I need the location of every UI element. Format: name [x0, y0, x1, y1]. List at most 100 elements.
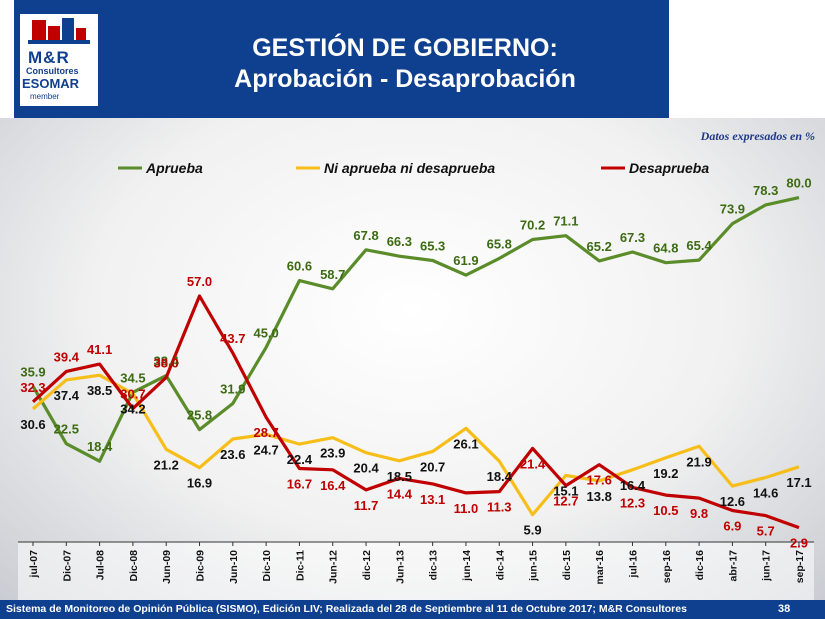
- data-label: 65.3: [420, 239, 445, 254]
- x-tick-label: dic-16: [694, 550, 706, 581]
- x-axis-band: [18, 542, 814, 600]
- title-band: [14, 0, 669, 118]
- x-tick-label: jun-17: [761, 550, 773, 582]
- data-label: 21.9: [686, 454, 711, 469]
- data-label: 64.8: [653, 241, 678, 256]
- x-tick-label: dic-13: [428, 550, 440, 581]
- data-label: 25.8: [187, 408, 212, 423]
- data-label: 6.9: [723, 518, 741, 533]
- data-label: 34.2: [120, 402, 145, 417]
- data-label: 67.3: [620, 230, 645, 245]
- x-tick-label: jun-14: [461, 550, 473, 582]
- x-tick-label: Dic-08: [128, 550, 140, 582]
- x-tick-label: sep-17: [794, 550, 806, 583]
- x-tick-label: Jun-12: [328, 550, 340, 584]
- data-label: 18.5: [387, 469, 412, 484]
- data-label: 80.0: [786, 176, 811, 191]
- legend-label: Aprueba: [145, 160, 203, 176]
- logo-building-icon: [28, 18, 90, 44]
- data-label: 39.4: [54, 349, 80, 364]
- data-label: 20.4: [353, 461, 379, 476]
- data-label: 45.0: [253, 325, 278, 340]
- data-label: 12.3: [620, 495, 645, 510]
- x-tick-label: jun-15: [528, 550, 540, 582]
- data-label: 65.4: [686, 238, 712, 253]
- logo-esomar-text: ESOMAR: [22, 76, 80, 91]
- x-tick-label: Dic-09: [195, 550, 207, 582]
- data-label: 19.2: [653, 466, 678, 481]
- data-label: 10.5: [653, 503, 678, 518]
- x-tick-label: mar-16: [594, 550, 606, 585]
- legend-label: Desaprueba: [629, 160, 709, 176]
- data-label: 20.7: [420, 459, 445, 474]
- x-tick-label: Dic-07: [61, 550, 73, 582]
- data-label: 57.0: [187, 274, 212, 289]
- approval-line-chart: jul-07 Dic-07 Jul-08 Dic-08 Jun-09 Dic-09 Jun-…: [18, 160, 814, 600]
- data-label: 13.1: [420, 492, 445, 507]
- data-label: 5.7: [757, 524, 775, 539]
- data-label: 17.1: [786, 475, 811, 490]
- series-line-3: [31, 294, 800, 530]
- data-label: 41.1: [87, 342, 112, 357]
- logo-consultores-text: Consultores: [26, 66, 79, 76]
- data-label: 16.4: [320, 478, 346, 493]
- footer-source: Sistema de Monitoreo de Opinión Pública …: [6, 603, 687, 615]
- data-label: 38.5: [87, 383, 112, 398]
- data-label: 22.4: [287, 452, 313, 467]
- data-label: 18.4: [87, 439, 113, 454]
- data-label: 22.5: [54, 422, 79, 437]
- data-label: 67.8: [353, 228, 378, 243]
- data-label: 23.6: [220, 447, 245, 462]
- page-number: 38: [778, 603, 791, 615]
- data-label: 5.9: [524, 523, 542, 538]
- logo-mr-text: M&R: [28, 48, 70, 67]
- data-label: 28.7: [253, 425, 278, 440]
- data-label: 30.7: [120, 387, 145, 402]
- data-label: 66.3: [387, 234, 412, 249]
- x-tick-label: sep-16: [661, 550, 673, 583]
- data-label: 78.3: [753, 183, 778, 198]
- data-label: 2.9: [790, 536, 808, 551]
- data-label: 15.1: [553, 483, 578, 498]
- mr-consultores-logo: M&R Consultores ESOMAR member: [20, 14, 98, 106]
- data-label: 18.4: [487, 469, 513, 484]
- data-label: 23.9: [320, 446, 345, 461]
- data-label: 73.9: [720, 202, 745, 217]
- data-label: 61.9: [453, 253, 478, 268]
- x-tick-label: dic-15: [561, 550, 573, 581]
- page-subtitle: Aprobación - Desaprobación: [234, 65, 576, 93]
- data-label: 65.8: [487, 236, 512, 251]
- data-label: 60.6: [287, 259, 312, 274]
- x-tick-label: Jun-13: [394, 550, 406, 584]
- series-line-2: [31, 373, 800, 517]
- x-tick-label: Dic-10: [261, 550, 273, 582]
- x-tick-label: abr-17: [727, 550, 739, 582]
- data-label: 32.3: [20, 380, 45, 395]
- data-label: 16.4: [620, 478, 646, 493]
- x-tick-label: Jun-10: [228, 550, 240, 584]
- data-label: 16.7: [287, 477, 312, 492]
- data-label: 70.2: [520, 218, 545, 233]
- x-tick-label: Dic-11: [294, 550, 306, 581]
- data-label: 58.7: [320, 267, 345, 282]
- data-label: 17.6: [587, 473, 612, 488]
- data-label: 14.6: [753, 486, 778, 501]
- data-label: 14.4: [387, 486, 413, 501]
- data-label: 71.1: [553, 214, 578, 229]
- legend-label: Ni aprueba ni desaprueba: [324, 160, 495, 176]
- data-label: 11.3: [487, 500, 512, 515]
- data-label: 65.2: [587, 239, 612, 254]
- series-line-1: [31, 196, 800, 463]
- data-label: 37.4: [54, 388, 80, 403]
- header: M&R Consultores ESOMAR member GESTIÓN DE…: [0, 0, 825, 118]
- data-label: 16.9: [187, 476, 212, 491]
- data-label: 13.8: [587, 489, 612, 504]
- data-label: 12.7: [553, 494, 578, 509]
- logo-member-text: member: [30, 92, 60, 101]
- data-label: 24.7: [253, 442, 278, 457]
- x-tick-label: jul-07: [28, 550, 40, 579]
- data-label: 34.5: [120, 370, 145, 385]
- data-label: 43.7: [220, 331, 245, 346]
- data-label: 11.0: [454, 501, 479, 516]
- data-label: 35.9: [20, 364, 45, 379]
